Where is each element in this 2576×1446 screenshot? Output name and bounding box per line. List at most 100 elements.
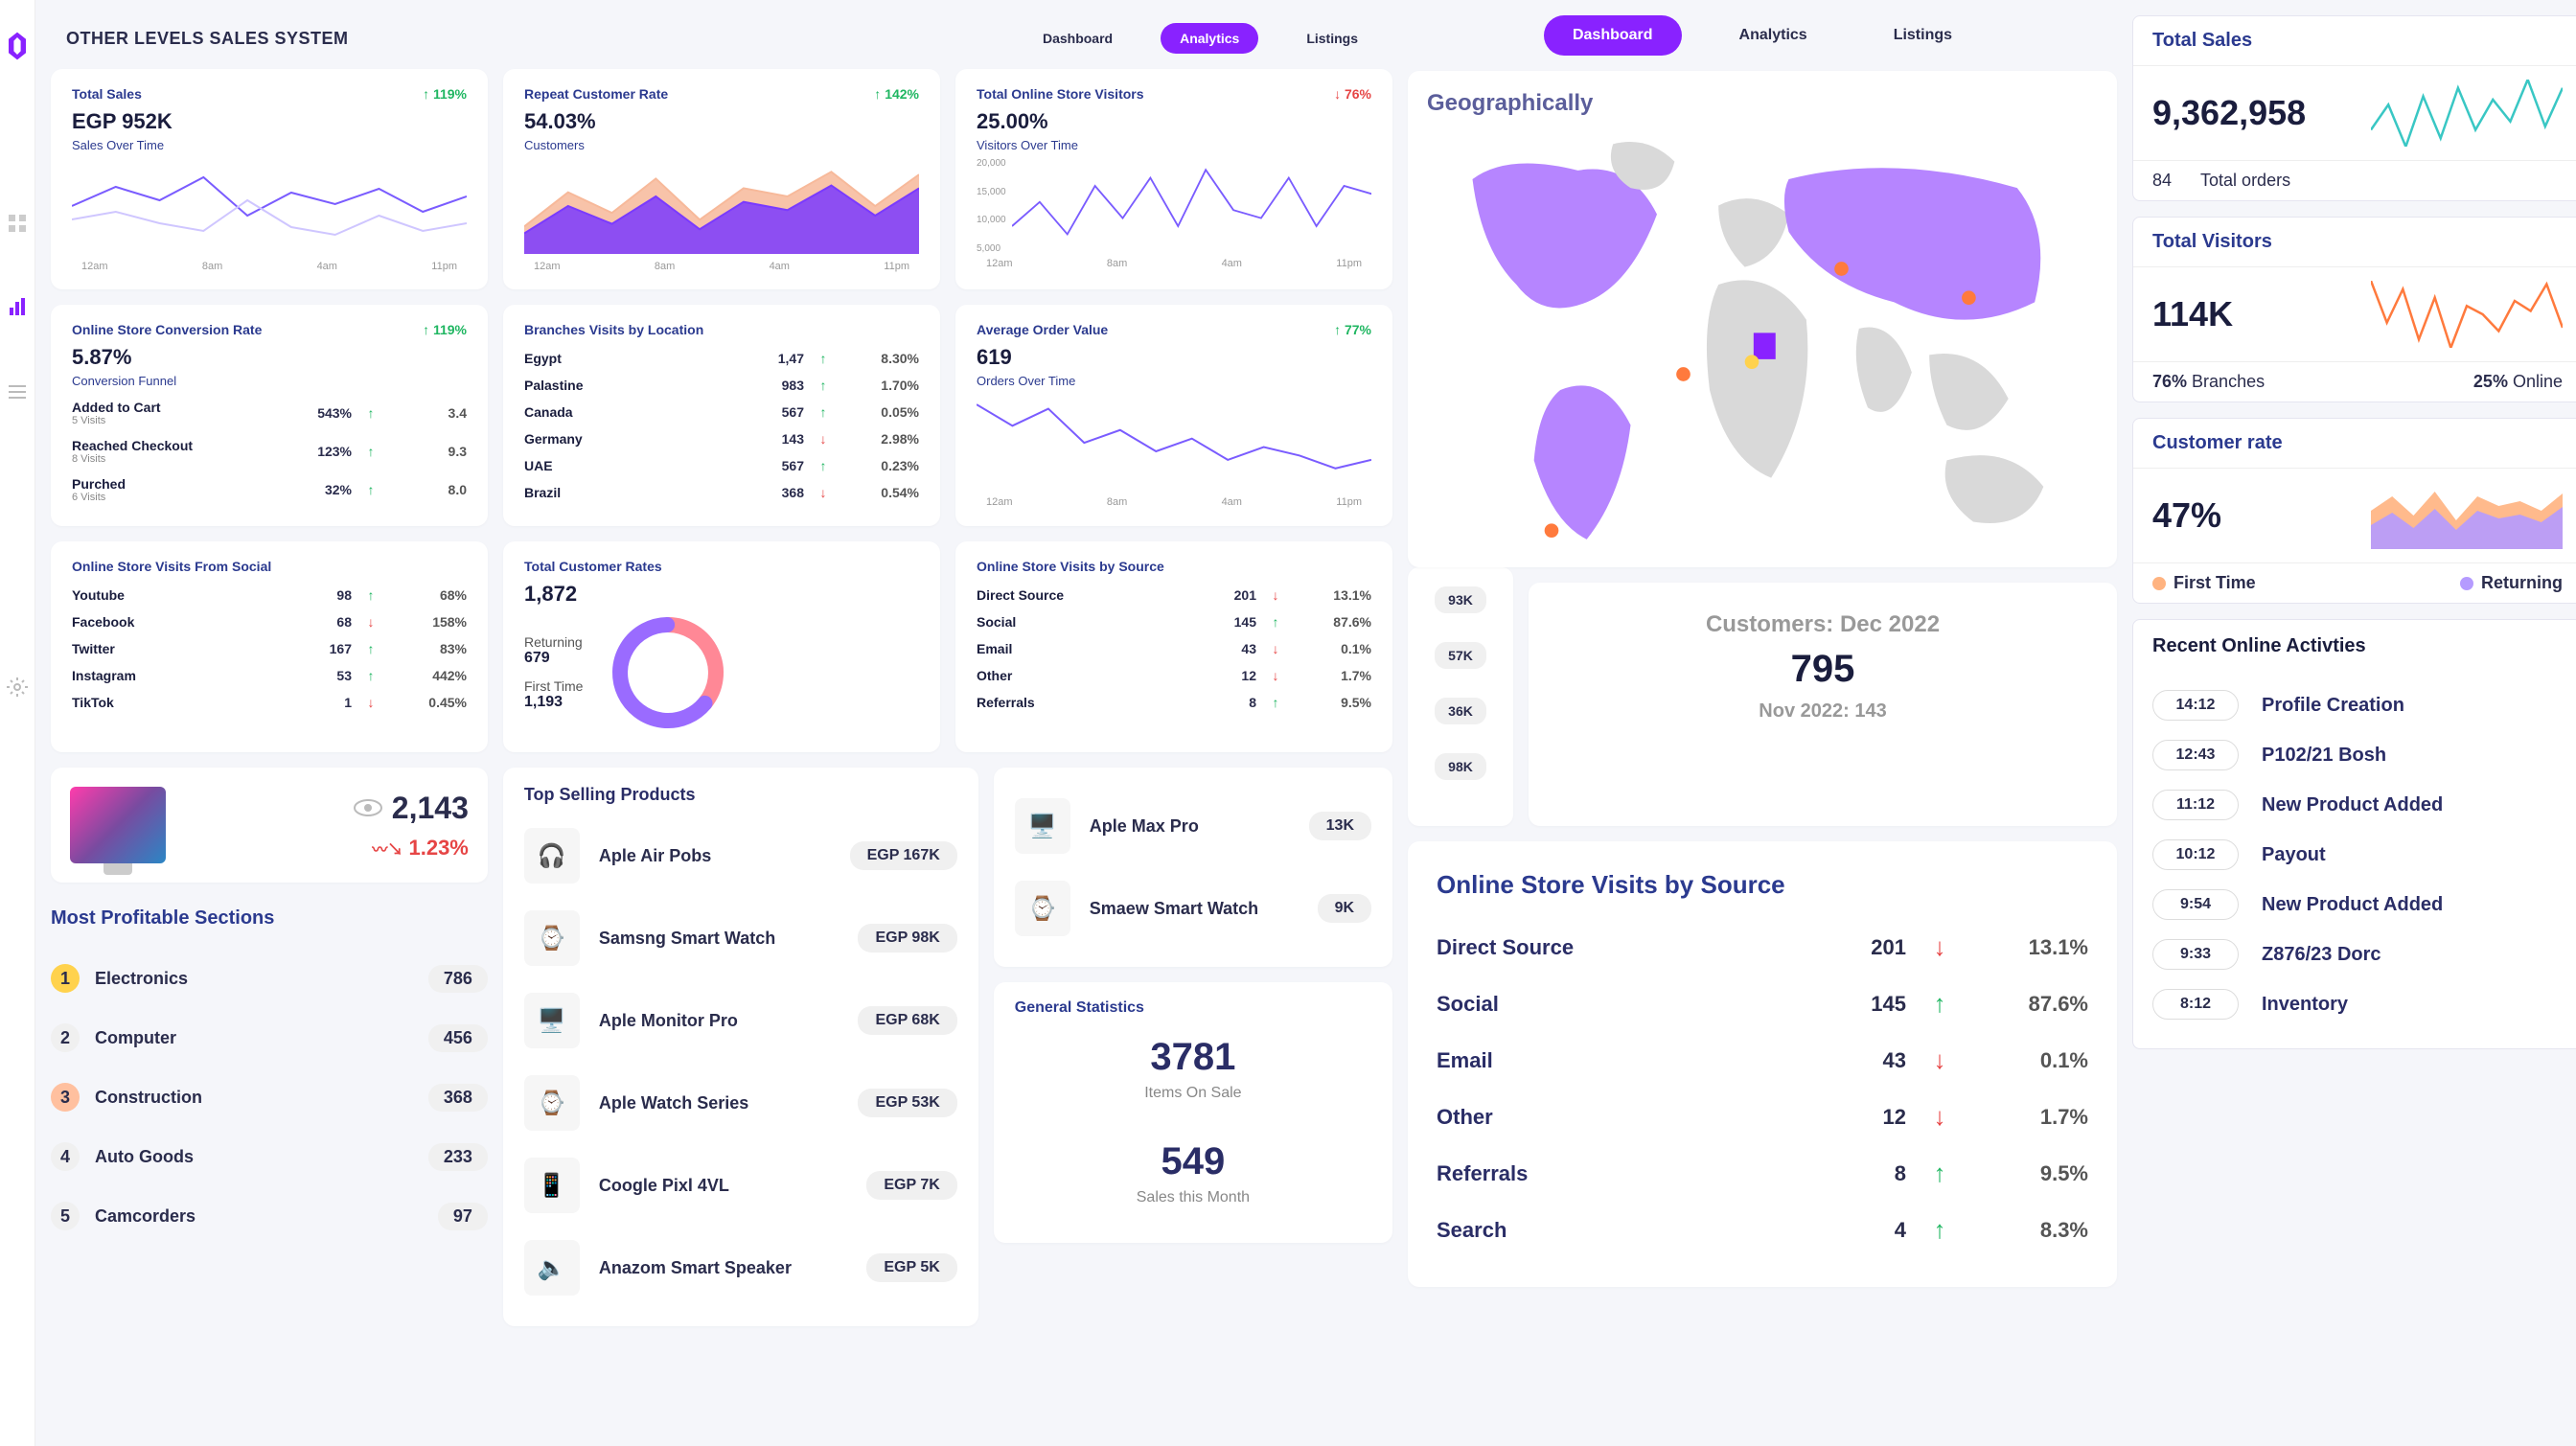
- cr-first-label: First Time: [524, 678, 583, 694]
- product-row[interactable]: 🔈Anazom Smart SpeakerEGP 5K: [524, 1227, 957, 1309]
- section-row[interactable]: 2Computer456: [51, 1008, 488, 1067]
- activity-row[interactable]: 14:12Profile Creation: [2152, 680, 2563, 730]
- tab-listings-sm[interactable]: Listings: [1287, 23, 1377, 54]
- card-store-visitors: Total Online Store Visitors 25.00% Visit…: [955, 69, 1392, 289]
- card-sections: Most Profitable Sections 1Electronics786…: [51, 898, 488, 1246]
- product-row[interactable]: ⌚Samsng Smart WatchEGP 98K: [524, 897, 957, 979]
- sidebar: [0, 0, 35, 1446]
- product-row[interactable]: 🖥️Aple Monitor ProEGP 68K: [524, 979, 957, 1062]
- product-thumb-icon: 🖥️: [524, 993, 580, 1048]
- aov-chart: [977, 394, 1371, 490]
- heat-pill: 98K: [1435, 753, 1486, 780]
- product-row[interactable]: 🎧Aple Air PobsEGP 167K: [524, 815, 957, 897]
- geo-title: Geographically: [1427, 90, 2098, 117]
- product-thumb-icon: ⌚: [524, 1075, 580, 1131]
- product-row[interactable]: ⌚Aple Watch SeriesEGP 53K: [524, 1062, 957, 1144]
- r-v-value: 114K: [2152, 294, 2233, 334]
- dashboard-icon[interactable]: [4, 210, 31, 237]
- eye-icon: [354, 798, 382, 817]
- activity-row[interactable]: 9:54New Product Added: [2152, 880, 2563, 930]
- branch-row: Germany143↓2.98%: [524, 425, 919, 452]
- product-row[interactable]: ⌚Smaew Smart Watch9K: [1015, 867, 1371, 950]
- heat-legend: 93K 57K 36K 98K: [1408, 567, 1513, 826]
- product-row[interactable]: 📱Coogle Pixl 4VLEGP 7K: [524, 1144, 957, 1227]
- monitor-thumb-icon: [70, 787, 166, 863]
- social-row: TikTok1↓0.45%: [72, 689, 467, 716]
- r-cr-spark: [2371, 482, 2563, 549]
- product-thumb-icon: 🔈: [524, 1240, 580, 1296]
- items-on-sale-label: Items On Sale: [1015, 1085, 1371, 1102]
- tab-listings-lg[interactable]: Listings: [1865, 15, 1981, 56]
- src-big-title: Online Store Visits by Source: [1437, 870, 2088, 900]
- activity-row[interactable]: 9:33Z876/23 Dorc: [2152, 930, 2563, 979]
- social-row: Youtube98↑68%: [72, 582, 467, 608]
- product-row[interactable]: 🖥️Aple Max Pro13K: [1015, 785, 1371, 867]
- cust-rates-donut: [606, 610, 730, 735]
- heat-pill: 57K: [1435, 642, 1486, 669]
- activity-row[interactable]: 8:12Inventory: [2152, 979, 2563, 1029]
- source-row: Email43↓0.1%: [977, 635, 1371, 662]
- activity-row[interactable]: 12:43P102/21 Bosh: [2152, 730, 2563, 780]
- heat-pill: 36K: [1435, 698, 1486, 724]
- conv-delta: ↑ 119%: [423, 322, 467, 337]
- total-sales-title: Total Sales: [72, 86, 172, 102]
- social-title: Online Store Visits From Social: [72, 559, 467, 574]
- cr-first-val: 1,193: [524, 694, 583, 711]
- cust-prev: Nov 2022: 143: [1557, 700, 2088, 723]
- activity-row[interactable]: 11:12New Product Added: [2152, 780, 2563, 830]
- cr-title: Total Customer Rates: [524, 559, 919, 574]
- card-top-products: Top Selling Products 🎧Aple Air PobsEGP 1…: [503, 768, 978, 1326]
- activity-row[interactable]: 10:12Payout: [2152, 830, 2563, 880]
- source-row: Social145↑87.6%: [1437, 975, 2088, 1032]
- cust-title: Customers: Dec 2022: [1557, 611, 2088, 638]
- analytics-icon[interactable]: [4, 294, 31, 321]
- menu-icon[interactable]: [4, 379, 31, 405]
- repeat-title: Repeat Customer Rate: [524, 86, 668, 102]
- r-total-sales: Total Sales 9,362,958 84 Total orders: [2132, 15, 2576, 201]
- aov-title: Average Order Value: [977, 322, 1108, 337]
- tab-dashboard-sm[interactable]: Dashboard: [1024, 23, 1132, 54]
- section-row[interactable]: 5Camcorders97: [51, 1186, 488, 1246]
- conv-sub: Conversion Funnel: [72, 374, 262, 388]
- tab-analytics-lg[interactable]: Analytics: [1711, 15, 1836, 56]
- conversion-row: Reached Checkout8 Visits123%↑9.3: [72, 432, 467, 471]
- sections-title: Most Profitable Sections: [51, 898, 488, 939]
- sv-title: Total Online Store Visitors: [977, 86, 1144, 102]
- conversion-row: Added to Cart5 Visits543%↑3.4: [72, 394, 467, 432]
- r-ts-title: Total Sales: [2133, 16, 2576, 66]
- source-row: Referrals8↑9.5%: [1437, 1145, 2088, 1202]
- tab-dashboard-lg[interactable]: Dashboard: [1544, 15, 1682, 56]
- total-sales-sub: Sales Over Time: [72, 138, 172, 152]
- sv-chart: [1012, 158, 1371, 254]
- cr-ret-val: 679: [524, 650, 583, 667]
- activities-title: Recent Online Activties: [2133, 620, 2576, 673]
- card-source-big: Online Store Visits by Source Direct Sou…: [1408, 841, 2117, 1287]
- settings-icon[interactable]: [4, 674, 31, 700]
- r-ts-orders-count: 84: [2152, 171, 2172, 191]
- app-title: OTHER LEVELS SALES SYSTEM: [66, 29, 349, 49]
- conv-title: Online Store Conversion Rate: [72, 322, 262, 337]
- tab-analytics-sm[interactable]: Analytics: [1161, 23, 1258, 54]
- product-thumb-icon: 🖥️: [1015, 798, 1070, 854]
- section-row[interactable]: 3Construction368: [51, 1067, 488, 1127]
- conv-value: 5.87%: [72, 345, 262, 370]
- product-thumb-icon: ⌚: [1015, 881, 1070, 936]
- product-thumb-icon: 🎧: [524, 828, 580, 884]
- card-geo: Geographically: [1408, 71, 2117, 567]
- card-aov: Average Order Value 619 Orders Over Time…: [955, 305, 1392, 526]
- r-cr-title: Customer rate: [2133, 419, 2576, 469]
- source-row: Other12↓1.7%: [977, 662, 1371, 689]
- section-row[interactable]: 4Auto Goods233: [51, 1127, 488, 1186]
- card-customers: Customers: Dec 2022 795 Nov 2022: 143: [1529, 583, 2117, 826]
- heat-pill: 93K: [1435, 586, 1486, 613]
- sales-month-val: 549: [1015, 1140, 1371, 1183]
- card-source-small: Online Store Visits by Source Direct Sou…: [955, 541, 1392, 752]
- card-total-sales: Total Sales EGP 952K Sales Over Time ↑ 1…: [51, 69, 488, 289]
- section-row[interactable]: 1Electronics786: [51, 949, 488, 1008]
- views-delta: 〰↘ 1.23%: [354, 836, 469, 861]
- r-v-spark: [2371, 281, 2563, 348]
- logo-icon: [0, 29, 34, 66]
- repeat-chart: [524, 158, 919, 254]
- r-cr-value: 47%: [2152, 495, 2221, 536]
- r-ts-orders-label: Total orders: [2200, 171, 2290, 191]
